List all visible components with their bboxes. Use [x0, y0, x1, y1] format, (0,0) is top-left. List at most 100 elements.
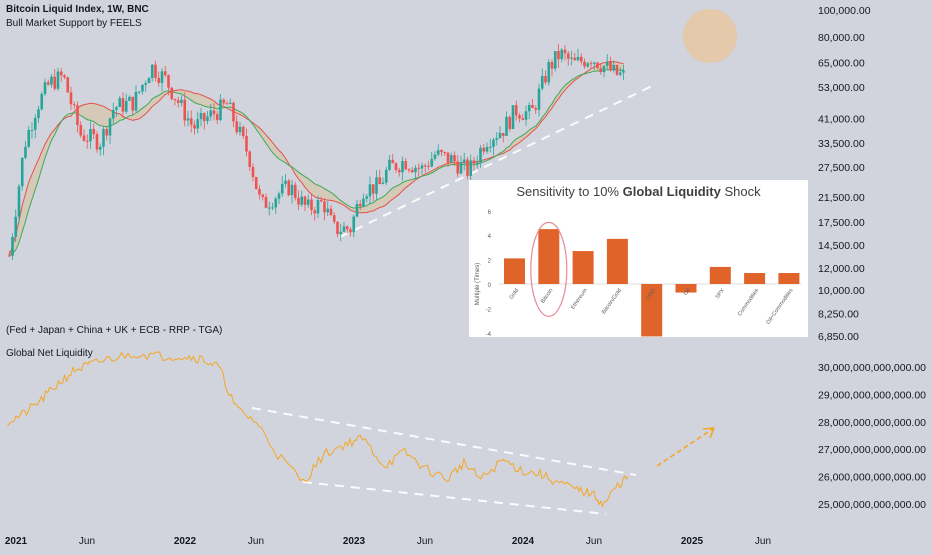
- inset-y-tick: -2: [486, 307, 492, 313]
- inset-category-label: SPX: [715, 287, 726, 300]
- candle-body: [443, 152, 447, 154]
- candle-body: [212, 110, 216, 115]
- inset-bar: [538, 229, 560, 284]
- price-axis-tick[interactable]: 41,000.00: [818, 113, 865, 125]
- candle-body: [612, 64, 616, 71]
- candle-body: [215, 114, 219, 121]
- time-axis-tick[interactable]: 2024: [512, 536, 535, 547]
- candle-body: [589, 63, 593, 65]
- candle-body: [462, 159, 466, 163]
- inset-bar: [606, 238, 628, 284]
- price-axis-tick[interactable]: 14,500.00: [818, 240, 865, 252]
- price-axis-tick[interactable]: 100,000.00: [818, 5, 871, 17]
- candle-body: [206, 116, 209, 122]
- time-axis-tick[interactable]: Jun: [755, 536, 771, 547]
- candle-body: [124, 100, 128, 112]
- candle-body: [550, 61, 554, 69]
- time-axis-tick[interactable]: Jun: [586, 536, 602, 547]
- candle-body: [501, 132, 505, 136]
- candle-body: [479, 147, 482, 163]
- candle-body: [485, 146, 489, 152]
- candle-body: [92, 128, 96, 135]
- time-axis-tick[interactable]: 2023: [343, 536, 366, 547]
- price-axis-tick[interactable]: 17,500.00: [818, 217, 865, 229]
- candle-body: [469, 160, 473, 176]
- candle-body: [115, 107, 118, 110]
- ema-line: [8, 68, 624, 257]
- candle-body: [144, 83, 148, 85]
- price-axis-tick[interactable]: 21,500.00: [818, 192, 865, 204]
- candle-body: [89, 128, 92, 142]
- candle-body: [238, 126, 242, 133]
- liquidity-axis-tick[interactable]: 25,000,000,000,000.00: [818, 499, 926, 511]
- candle-body: [586, 63, 590, 67]
- candle-body: [261, 194, 265, 198]
- inset-bar: [778, 273, 800, 284]
- candle-body: [271, 207, 274, 209]
- chart-title[interactable]: Bitcoin Liquid Index, 1W, BNC: [6, 4, 149, 15]
- candle-body: [397, 170, 401, 173]
- liquidity-title[interactable]: Global Net Liquidity: [6, 348, 93, 359]
- candle-body: [167, 75, 170, 88]
- candle-body: [56, 71, 60, 89]
- candle-body: [267, 207, 271, 209]
- price-axis-tick[interactable]: 12,000.00: [818, 263, 865, 275]
- time-axis-tick[interactable]: Jun: [248, 536, 264, 547]
- candle-body: [202, 113, 206, 122]
- candle-body: [371, 184, 375, 194]
- price-axis-tick[interactable]: 53,000.00: [818, 82, 865, 94]
- candle-body: [37, 109, 40, 119]
- price-axis-tick[interactable]: 6,850.00: [818, 331, 859, 343]
- candle-body: [24, 146, 27, 158]
- candle-body: [433, 154, 437, 159]
- sma-line: [8, 60, 624, 256]
- price-axis-tick[interactable]: 10,000.00: [818, 285, 865, 297]
- candle-body: [423, 165, 427, 167]
- candle-body: [245, 135, 248, 152]
- sensitivity-inset-chart: Sensitivity to 10% Global Liquidity Shoc…: [469, 180, 808, 337]
- price-axis-tick[interactable]: 33,500.00: [818, 138, 865, 150]
- inset-bar: [572, 251, 594, 284]
- candle-body: [449, 155, 453, 163]
- candle-body: [436, 150, 440, 155]
- liquidity-axis-tick[interactable]: 26,000,000,000,000.00: [818, 472, 926, 484]
- candle-body: [576, 56, 580, 61]
- sun-icon: [683, 9, 737, 63]
- time-axis-tick[interactable]: Jun: [417, 536, 433, 547]
- liquidity-axis-tick[interactable]: 27,000,000,000,000.00: [818, 444, 926, 456]
- candle-body: [475, 162, 479, 164]
- price-axis-tick[interactable]: 27,500.00: [818, 162, 865, 174]
- inset-category-label: Oil+Commodities: [766, 288, 795, 326]
- global-liquidity-line: [7, 351, 629, 508]
- candle-body: [17, 186, 21, 217]
- candle-body: [446, 152, 450, 163]
- candle-body: [287, 180, 291, 196]
- candle-body: [599, 68, 603, 73]
- liquidity-axis-tick[interactable]: 29,000,000,000,000.00: [818, 389, 926, 401]
- time-axis-tick[interactable]: 2025: [681, 536, 704, 547]
- candle-body: [303, 196, 307, 205]
- candle-body: [349, 229, 352, 233]
- time-axis-tick[interactable]: 2022: [174, 536, 197, 547]
- price-axis-tick[interactable]: 65,000.00: [818, 57, 865, 69]
- price-axis-tick[interactable]: 8,250.00: [818, 308, 859, 320]
- candle-body: [358, 203, 362, 207]
- candle-body: [592, 62, 596, 64]
- candle-body: [293, 184, 297, 198]
- candle-body: [537, 88, 541, 110]
- liquidity-axis-tick[interactable]: 30,000,000,000,000.00: [818, 362, 926, 374]
- candle-body: [391, 159, 395, 164]
- price-axis-tick[interactable]: 80,000.00: [818, 32, 865, 44]
- indicator-title[interactable]: Bull Market Support by FEELS: [6, 18, 142, 29]
- candle-body: [154, 64, 157, 78]
- candle-body: [404, 161, 408, 170]
- candle-body: [66, 77, 70, 93]
- candle-body: [384, 169, 388, 183]
- candle-body: [319, 200, 323, 202]
- time-axis-tick[interactable]: 2021: [5, 536, 28, 547]
- candle-body: [482, 147, 486, 152]
- liquidity-axis-tick[interactable]: 28,000,000,000,000.00: [818, 417, 926, 429]
- time-axis-tick[interactable]: Jun: [79, 536, 95, 547]
